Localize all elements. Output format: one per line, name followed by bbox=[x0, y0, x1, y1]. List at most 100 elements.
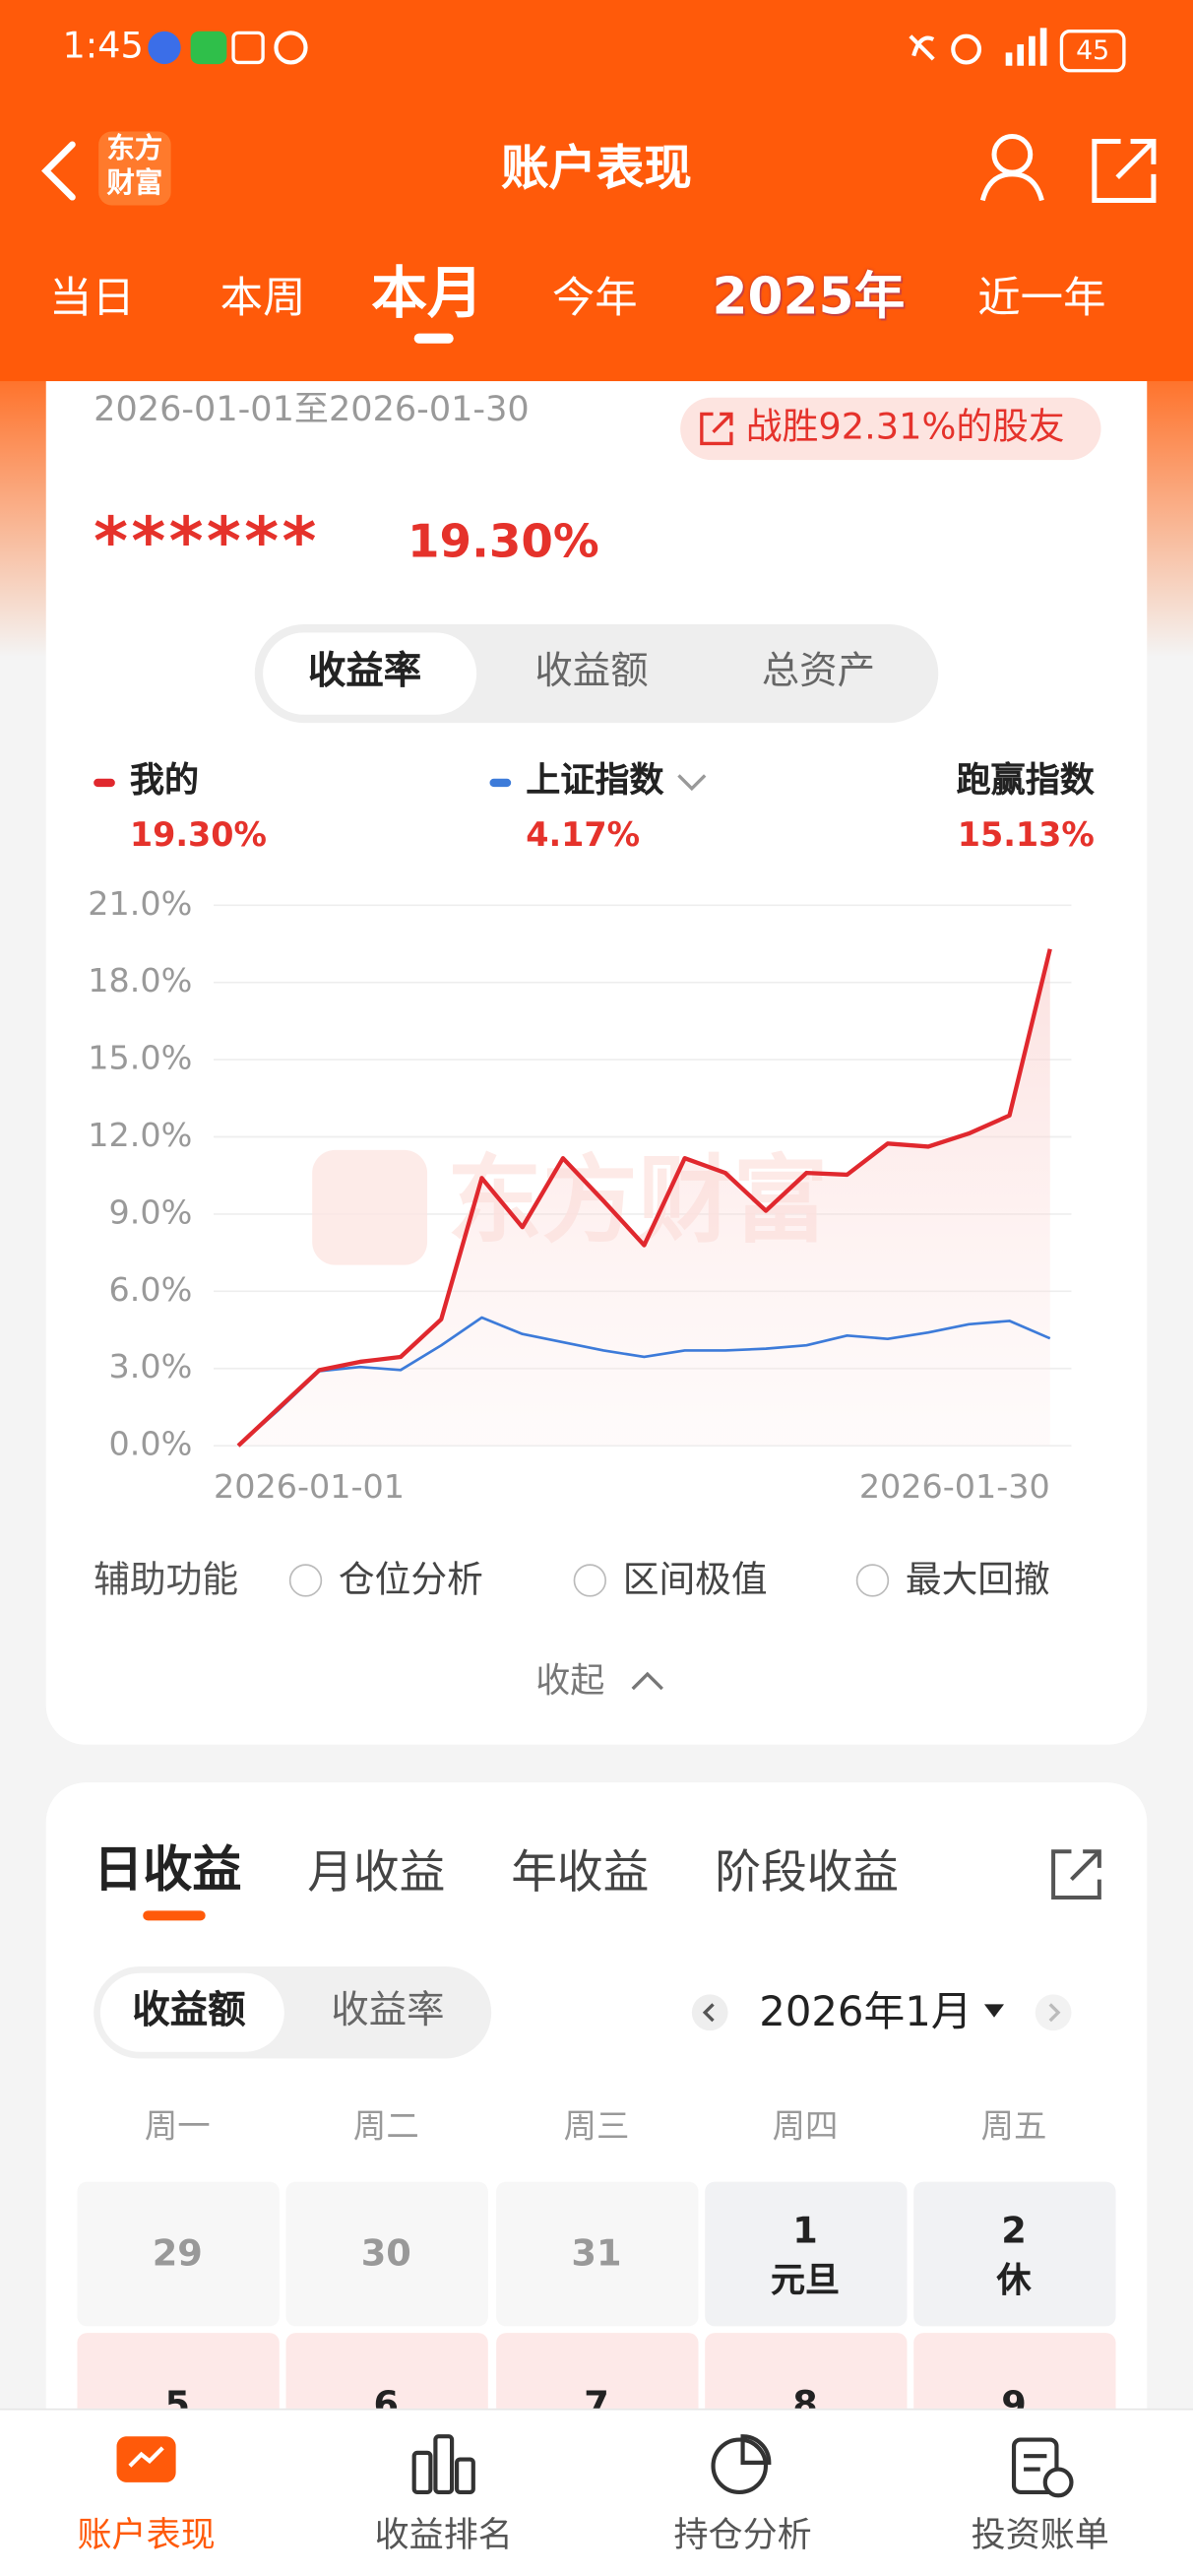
period-tab[interactable]: 今年 bbox=[551, 274, 638, 324]
calendar-cell[interactable]: 30 bbox=[285, 2181, 488, 2327]
period-tab[interactable]: 近一年 bbox=[977, 274, 1106, 324]
return-rate: 19.30% bbox=[408, 514, 599, 569]
period-tab[interactable]: 本周 bbox=[220, 274, 306, 324]
weekday: 周一 bbox=[144, 2105, 211, 2146]
nav-label[interactable]: 持仓分析 bbox=[673, 2515, 812, 2555]
index-dropdown[interactable] bbox=[673, 769, 710, 796]
status-icons bbox=[148, 31, 308, 65]
nav-label[interactable]: 收益排名 bbox=[374, 2515, 513, 2555]
series-line bbox=[237, 1316, 1051, 1448]
returns-tab[interactable]: 月收益 bbox=[307, 1844, 446, 1900]
weekday: 周三 bbox=[563, 2105, 630, 2146]
y-tick-label: 15.0% bbox=[88, 1039, 192, 1077]
calendar-cell[interactable]: 31 bbox=[496, 2181, 699, 2327]
weekday: 周四 bbox=[772, 2105, 839, 2146]
nav-icon[interactable] bbox=[707, 2430, 779, 2499]
day-note: 元旦 bbox=[770, 2260, 841, 2300]
collapse[interactable]: 收起 bbox=[535, 1660, 605, 1701]
header: 1:45 45 东方财富 账户表现 当日 本周 本月 今年 2025年 近一年 bbox=[0, 0, 1193, 382]
day-number: 31 bbox=[571, 2233, 622, 2276]
metric-tab[interactable]: 总资产 bbox=[761, 650, 875, 694]
day-note: 休 bbox=[996, 2260, 1032, 2300]
beat-label: 跑赢指数 bbox=[956, 760, 1095, 801]
metric-tab[interactable]: 收益率 bbox=[308, 650, 422, 694]
legend-value: 19.30% bbox=[129, 814, 267, 855]
x-tick-label: 2026-01-30 bbox=[859, 1467, 1050, 1506]
weekday: 周五 bbox=[980, 2105, 1047, 2146]
period-tab[interactable]: 2025年 bbox=[712, 267, 906, 328]
tab-indicator bbox=[143, 1910, 206, 1921]
returns-tab[interactable]: 阶段收益 bbox=[715, 1844, 900, 1900]
aux-option[interactable]: 最大回撤 bbox=[905, 1560, 1050, 1602]
legend-label: 我的 bbox=[129, 760, 199, 801]
radio[interactable] bbox=[855, 1564, 890, 1597]
badge-text: 战胜92.31%的股友 bbox=[745, 407, 1065, 449]
metric-selected bbox=[263, 632, 477, 715]
calendar-cell[interactable]: 29 bbox=[77, 2181, 280, 2327]
returns-tab[interactable]: 日收益 bbox=[94, 1841, 242, 1900]
mode-tab[interactable]: 收益额 bbox=[132, 1989, 246, 2032]
next-month[interactable] bbox=[1034, 1993, 1073, 2032]
y-tick-label: 3.0% bbox=[109, 1347, 193, 1385]
status-time: 1:45 bbox=[62, 26, 144, 68]
line-chart: 0.0% 3.0% 6.0% 9.0% 12.0% 15.0% 18.0% 21.0% 2026… bbox=[88, 884, 1072, 1506]
profile-icon[interactable] bbox=[976, 131, 1048, 207]
day-number: 29 bbox=[152, 2233, 203, 2276]
returns-tab[interactable]: 年收益 bbox=[511, 1844, 650, 1900]
y-tick-label: 6.0% bbox=[109, 1270, 193, 1309]
beat-value: 15.13% bbox=[957, 814, 1095, 855]
nav-icon[interactable] bbox=[110, 2430, 182, 2499]
tab-underline bbox=[413, 333, 454, 344]
badge-icon bbox=[700, 412, 733, 446]
nav-icon[interactable] bbox=[1004, 2430, 1076, 2499]
month-dropdown[interactable] bbox=[981, 2001, 1008, 2021]
calendar-cell[interactable]: 1 元旦 bbox=[705, 2181, 908, 2327]
aux-option[interactable]: 仓位分析 bbox=[338, 1560, 483, 1602]
y-tick-label: 21.0% bbox=[88, 884, 192, 923]
summary-card bbox=[45, 328, 1148, 1745]
masked-amount: ****** bbox=[94, 504, 320, 580]
collapse-arrow bbox=[631, 1671, 663, 1691]
nav-label[interactable]: 投资账单 bbox=[971, 2515, 1109, 2555]
system-icons bbox=[909, 28, 1047, 66]
legend-swatch bbox=[94, 778, 115, 788]
share-icon[interactable] bbox=[1088, 135, 1160, 207]
aux-label: 辅助功能 bbox=[94, 1560, 239, 1602]
battery: 45 bbox=[1059, 30, 1126, 73]
logo: 东方财富 bbox=[98, 131, 171, 206]
mode-tab[interactable]: 收益率 bbox=[331, 1989, 445, 2032]
legend-swatch bbox=[489, 778, 512, 788]
day-number: 1 bbox=[792, 2211, 818, 2253]
radio[interactable] bbox=[573, 1564, 607, 1597]
beat-badge[interactable] bbox=[680, 397, 1101, 461]
period-tab[interactable]: 当日 bbox=[49, 274, 135, 324]
back-button[interactable] bbox=[32, 138, 85, 204]
watermark-logo bbox=[312, 1149, 428, 1265]
month-label[interactable]: 2026年1月 bbox=[759, 1987, 973, 2036]
y-tick-label: 0.0% bbox=[109, 1425, 193, 1463]
period-tab[interactable]: 本月 bbox=[371, 261, 483, 328]
legend-label: 上证指数 bbox=[526, 760, 664, 801]
nav-label[interactable]: 账户表现 bbox=[77, 2515, 216, 2555]
radio[interactable] bbox=[288, 1564, 323, 1597]
legend-value: 4.17% bbox=[526, 814, 641, 855]
nav-icon[interactable] bbox=[408, 2430, 479, 2499]
export-icon[interactable] bbox=[1048, 1846, 1104, 1902]
bottom-nav: 账户表现 收益排名 持仓分析 投资账单 bbox=[0, 2408, 1193, 2576]
y-tick-label: 18.0% bbox=[88, 961, 192, 999]
series-line bbox=[236, 948, 1052, 1448]
day-number: 30 bbox=[360, 2233, 411, 2276]
y-tick-label: 9.0% bbox=[109, 1192, 193, 1231]
aux-option[interactable]: 区间极值 bbox=[622, 1560, 768, 1602]
weekday: 周二 bbox=[352, 2105, 419, 2146]
mode-selected bbox=[99, 1972, 284, 2052]
x-tick-label: 2026-01-01 bbox=[214, 1467, 405, 1506]
page-title: 账户表现 bbox=[501, 139, 692, 196]
prev-month[interactable] bbox=[690, 1993, 729, 2032]
metric-tab[interactable]: 收益额 bbox=[534, 650, 649, 694]
day-number: 2 bbox=[1001, 2211, 1027, 2253]
y-tick-label: 12.0% bbox=[88, 1116, 192, 1154]
